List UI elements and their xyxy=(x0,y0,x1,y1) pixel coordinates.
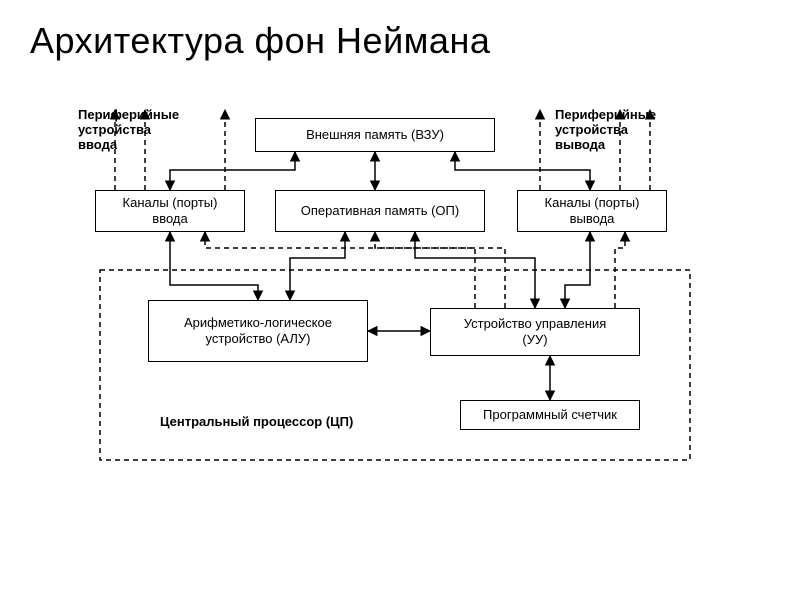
box-alu: Арифметико-логическоеустройство (АЛУ) xyxy=(148,300,368,362)
label-peripheral-output: Периферийныеустройствавывода xyxy=(555,108,656,153)
box-program-counter: Программный счетчик xyxy=(460,400,640,430)
box-ram: Оперативная память (ОП) xyxy=(275,190,485,232)
label-peripheral-input: Периферийныеустройстваввода xyxy=(78,108,179,153)
box-external-memory: Внешняя память (ВЗУ) xyxy=(255,118,495,152)
page-title: Архитектура фон Неймана xyxy=(30,20,490,62)
label-cpu: Центральный процессор (ЦП) xyxy=(160,414,353,429)
box-input-ports: Каналы (порты)ввода xyxy=(95,190,245,232)
box-control-unit: Устройство управления(УУ) xyxy=(430,308,640,356)
box-output-ports: Каналы (порты)вывода xyxy=(517,190,667,232)
diagram-connectors xyxy=(0,0,800,600)
